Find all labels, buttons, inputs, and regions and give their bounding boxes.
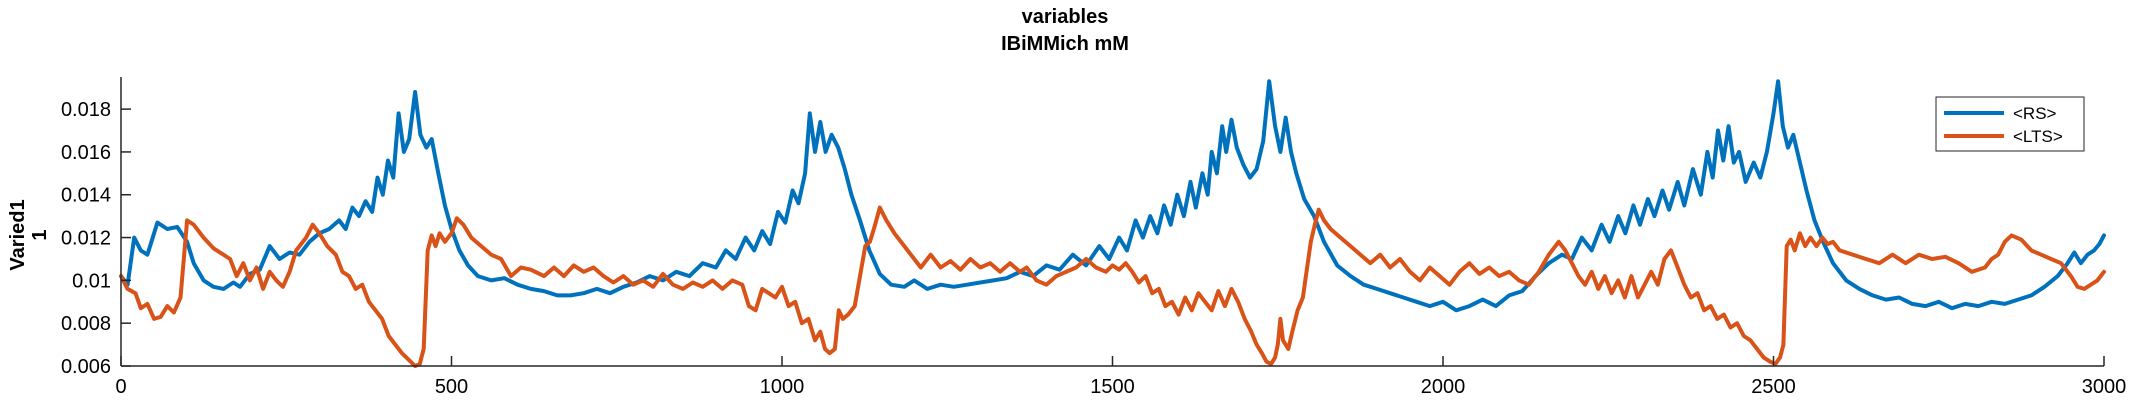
- legend-label-rs: <RS>: [2013, 104, 2057, 123]
- y-axis-label-line2: 1: [29, 229, 51, 240]
- x-tick-label: 3000: [2082, 376, 2127, 398]
- chart-title: variables: [1022, 6, 1109, 28]
- legend-label-lts: <LTS>: [2013, 127, 2063, 146]
- series-line-rs: [119, 79, 2106, 313]
- series-line-lts: [119, 205, 2106, 368]
- y-tick-label: 0.01: [72, 270, 111, 292]
- y-tick-label: 0.018: [61, 99, 111, 121]
- legend: <RS> <LTS>: [1935, 96, 2085, 152]
- chart-subtitle: IBiMMich mM: [1001, 33, 1129, 55]
- y-axis-label: Varied1: [7, 199, 29, 270]
- y-tick-label: 0.016: [61, 142, 111, 164]
- y-ticks: 0.006 0.008 0.01 0.012 0.014 0.016 0.018: [61, 99, 131, 378]
- x-tick-label: 500: [435, 376, 468, 398]
- legend-box: [1935, 96, 2085, 152]
- x-tick-label: 1500: [1090, 376, 1135, 398]
- y-tick-label: 0.008: [61, 313, 111, 335]
- y-tick-label: 0.012: [61, 228, 111, 250]
- x-ticks: 0 500 1000 1500 2000 2500 3000: [115, 356, 2126, 398]
- y-tick-label: 0.014: [61, 185, 111, 207]
- x-tick-label: 0: [115, 376, 126, 398]
- y-tick-label: 0.006: [61, 356, 111, 378]
- x-tick-label: 2000: [1421, 376, 1466, 398]
- x-tick-label: 1000: [760, 376, 805, 398]
- x-tick-label: 2500: [1751, 376, 1796, 398]
- series-layer: [119, 79, 2106, 368]
